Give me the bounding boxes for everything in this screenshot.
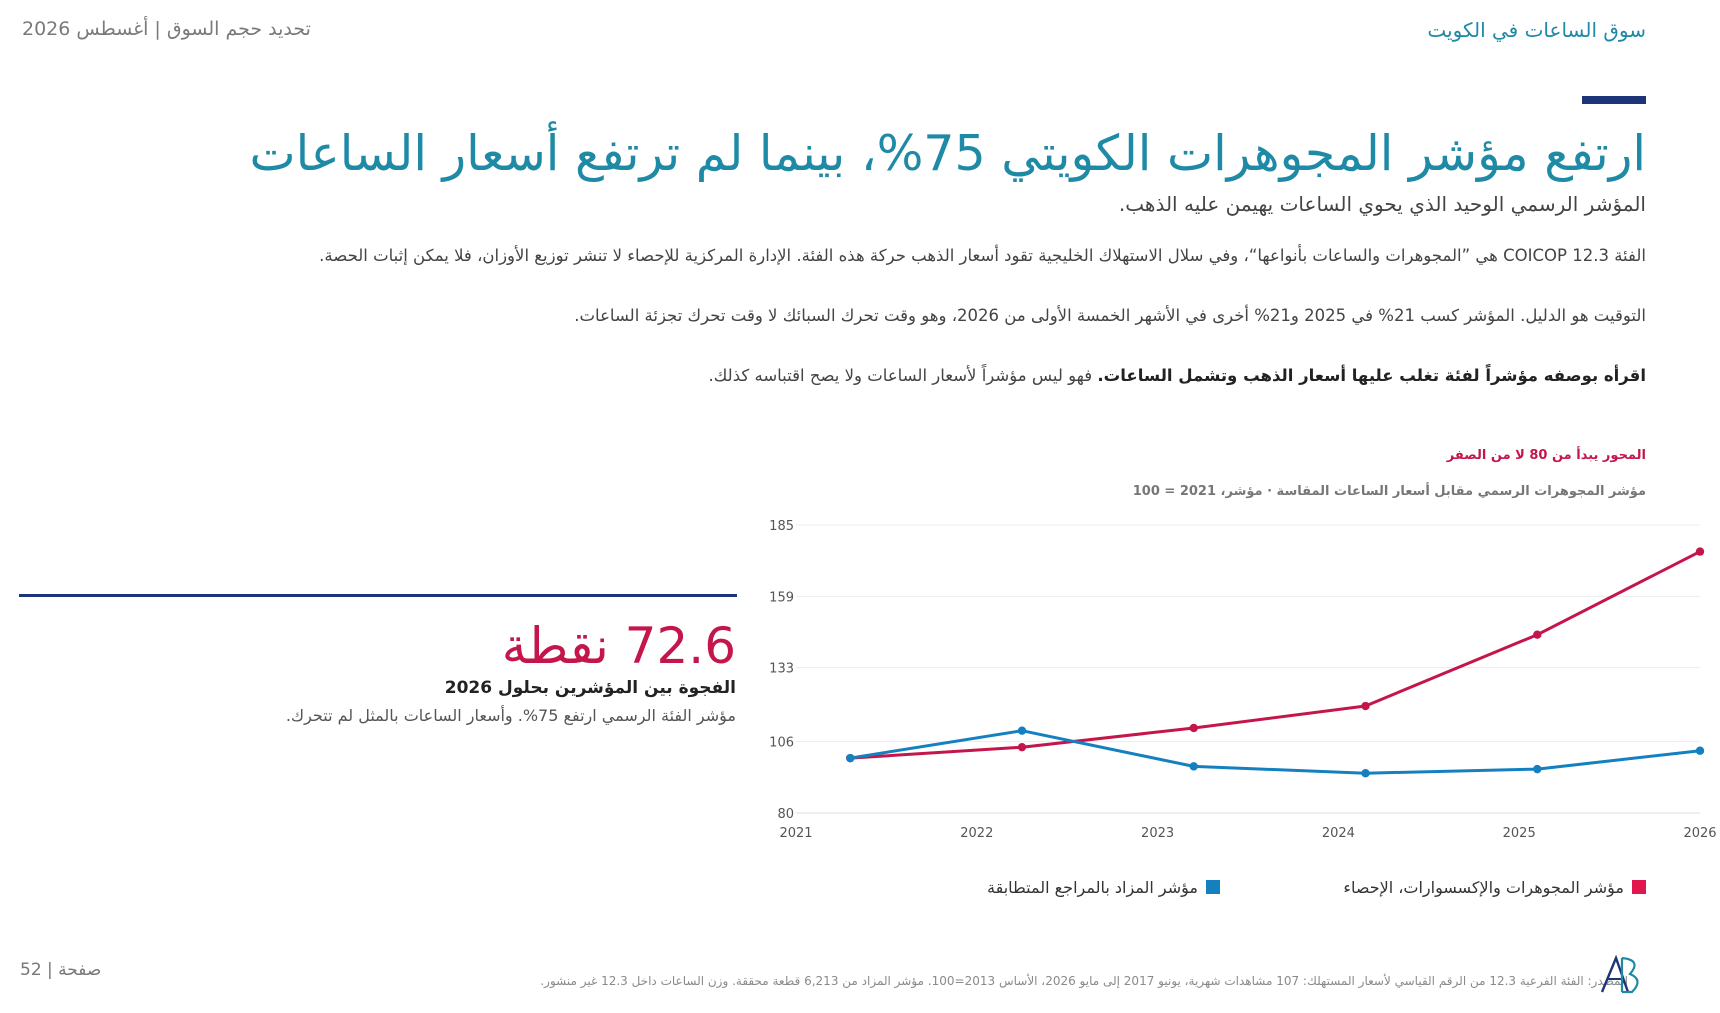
series-point-1 (1017, 726, 1027, 735)
series-point-0 (1533, 630, 1542, 639)
series-line-0 (850, 550, 1701, 760)
x-tick-label: 2026 (1683, 826, 1716, 841)
series-point-1 (1533, 764, 1542, 774)
stat-divider (19, 594, 737, 597)
stat-value: 72.6 نقطة (501, 617, 736, 675)
legend-item-jewelry: مؤشر المجوهرات والإكسسوارات، الإحصاء (1343, 876, 1646, 898)
paragraph-reading-bold: اقرأه بوصفه مؤشراً لفئة تغلب عليها أسعار… (1097, 366, 1646, 385)
x-tick-label: 2024 (1322, 826, 1355, 841)
series-point-1 (846, 753, 855, 763)
source-footnote: المصدر: الفئة الفرعية 12.3 من الرقم القي… (540, 974, 1628, 988)
brand-logo (1600, 954, 1639, 994)
paragraph-category: الفئة COICOP 12.3 هي ”المجوهرات والساعات… (319, 246, 1646, 265)
y-tick-label: 133 (769, 662, 794, 677)
section-title: سوق الساعات في الكويت (1427, 18, 1646, 42)
series-point-0 (1017, 742, 1027, 752)
x-tick-label: 2021 (779, 826, 812, 841)
stat-label: الفجوة بين المؤشرين بحلول 2026 (444, 678, 736, 698)
series-point-0 (1361, 701, 1370, 711)
paragraph-timing: التوقيت هو الدليل. المؤشر كسب 21% في 202… (574, 306, 1646, 325)
series-point-0 (1189, 723, 1198, 733)
chart-title: مؤشر المجوهرات الرسمي مقابل أسعار الساعا… (1132, 484, 1646, 499)
legend-swatch-jewelry (1632, 880, 1646, 894)
legend-swatch-auction (1206, 880, 1220, 894)
series-point-1 (1695, 746, 1705, 755)
legend-item-auction: مؤشر المزاد بالمراجع المتطابقة (987, 876, 1220, 898)
stat-description: مؤشر الفئة الرسمي ارتفع 75%. وأسعار السا… (285, 706, 736, 725)
series-point-1 (1189, 762, 1198, 771)
series-point-1 (1361, 769, 1370, 778)
page-title: ارتفع مؤشر المجوهرات الكويتي 75%، بينما … (249, 125, 1646, 182)
series-line-1 (849, 729, 1701, 775)
x-tick-label: 2025 (1503, 826, 1536, 841)
legend-label-jewelry: مؤشر المجوهرات والإكسسوارات، الإحصاء (1343, 877, 1624, 897)
paragraph-reading-rest: فهو ليس مؤشراً لأسعار الساعات ولا يصح اق… (708, 366, 1098, 385)
series-point-0 (1695, 547, 1705, 556)
paragraph-reading: اقرأه بوصفه مؤشراً لفئة تغلب عليها أسعار… (126, 366, 1646, 385)
y-tick-label: 159 (769, 590, 794, 605)
page-number: صفحة | 52 (20, 960, 102, 980)
legend-label-auction: مؤشر المزاد بالمراجع المتطابقة (987, 877, 1198, 897)
x-tick-label: 2023 (1141, 826, 1174, 841)
line-chart: 80 106 133 159 185 2021 2022 2023 2024 2025 2026 (769, 519, 1716, 841)
x-tick-label: 2022 (960, 826, 993, 841)
report-title: تحديد حجم السوق | أغسطس 2026 (22, 18, 311, 40)
axis-note: المحور يبدأ من 80 لا من الصفر (1446, 448, 1646, 463)
page-subtitle: المؤشر الرسمي الوحيد الذي يحوي الساعات ي… (1118, 192, 1646, 216)
accent-bar (1582, 96, 1646, 104)
y-tick-label: 106 (769, 736, 794, 751)
y-tick-label: 80 (777, 807, 794, 822)
y-tick-label: 185 (769, 519, 794, 534)
